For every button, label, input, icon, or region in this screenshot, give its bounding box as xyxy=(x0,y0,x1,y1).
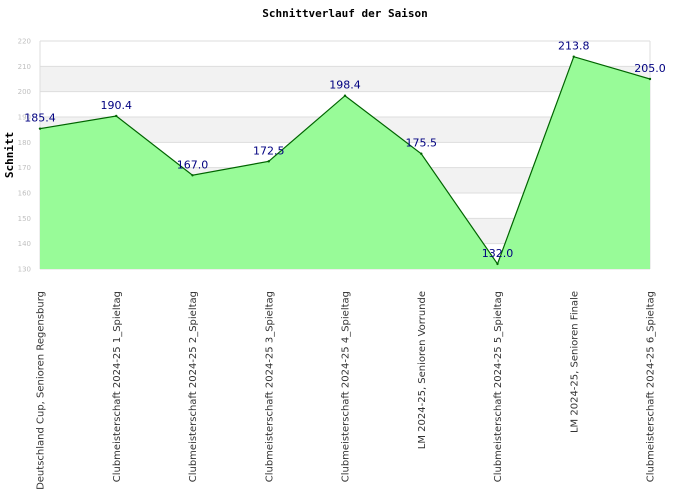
y-tick-label: 220 xyxy=(18,38,31,46)
x-tick-label: Clubmeisterschaft 2024-25 6_Spieltag xyxy=(646,291,657,482)
x-tick-label: Clubmeisterschaft 2024-25 3_Spieltag xyxy=(264,291,275,482)
y-tick-label: 200 xyxy=(18,88,31,96)
data-point xyxy=(648,77,652,81)
data-point xyxy=(343,94,347,97)
x-tick-label: Clubmeisterschaft 2024-25 4_Spieltag xyxy=(341,291,352,482)
y-tick-label: 150 xyxy=(18,215,31,223)
data-label: 198.4 xyxy=(329,79,361,92)
x-tick-label: Clubmeisterschaft 2024-25 5_Spieltag xyxy=(493,291,504,482)
grid-band xyxy=(40,66,650,92)
y-axis-ticks: 130 140 150 160 170 180 190 200 210 220 xyxy=(18,38,31,274)
data-point xyxy=(496,262,499,266)
x-tick-label: Clubmeisterschaft 2024-25 1_Spieltag xyxy=(112,291,123,482)
chart-title: Schnittverlauf der Saison xyxy=(262,7,428,20)
x-tick-label: Clubmeisterschaft 2024-25 2_Spieltag xyxy=(188,291,199,482)
y-axis-label: Schnitt xyxy=(3,132,16,178)
data-label: 190.4 xyxy=(101,99,133,112)
data-point xyxy=(572,55,575,58)
data-label: 132.0 xyxy=(482,247,514,260)
x-tick-label: LM 2024-25, Senioren Vorrunde xyxy=(417,291,428,449)
data-point xyxy=(115,114,118,118)
data-point xyxy=(420,152,423,155)
data-label: 185.4 xyxy=(24,112,56,125)
y-tick-label: 210 xyxy=(18,63,31,71)
y-tick-label: 170 xyxy=(18,164,31,172)
data-point xyxy=(38,127,42,130)
y-tick-label: 190 xyxy=(18,114,31,122)
x-tick-label: LM 2024-25, Senioren Finale xyxy=(569,291,580,433)
series-area xyxy=(38,55,652,269)
data-point xyxy=(191,174,194,177)
y-tick-label: 160 xyxy=(18,190,31,198)
y-tick-label: 180 xyxy=(18,139,31,147)
x-tick-label: Deutschland Cup, Senioren Regensburg xyxy=(36,291,47,490)
data-label: 213.8 xyxy=(558,40,590,53)
data-label: 175.5 xyxy=(406,137,438,150)
data-label: 205.0 xyxy=(634,62,666,75)
data-label: 172.5 xyxy=(253,144,285,157)
y-tick-label: 140 xyxy=(18,240,31,248)
y-tick-label: 130 xyxy=(18,266,31,274)
x-axis-ticks: Deutschland Cup, Senioren Regensburg Club… xyxy=(36,291,657,490)
data-labels: 185.4 190.4 167.0 172.5 198.4 175.5 132.0 213.8… xyxy=(24,40,666,260)
data-point xyxy=(267,160,270,163)
data-label: 167.0 xyxy=(177,158,209,171)
grid-band xyxy=(40,41,650,67)
series-area-fill xyxy=(40,56,650,269)
